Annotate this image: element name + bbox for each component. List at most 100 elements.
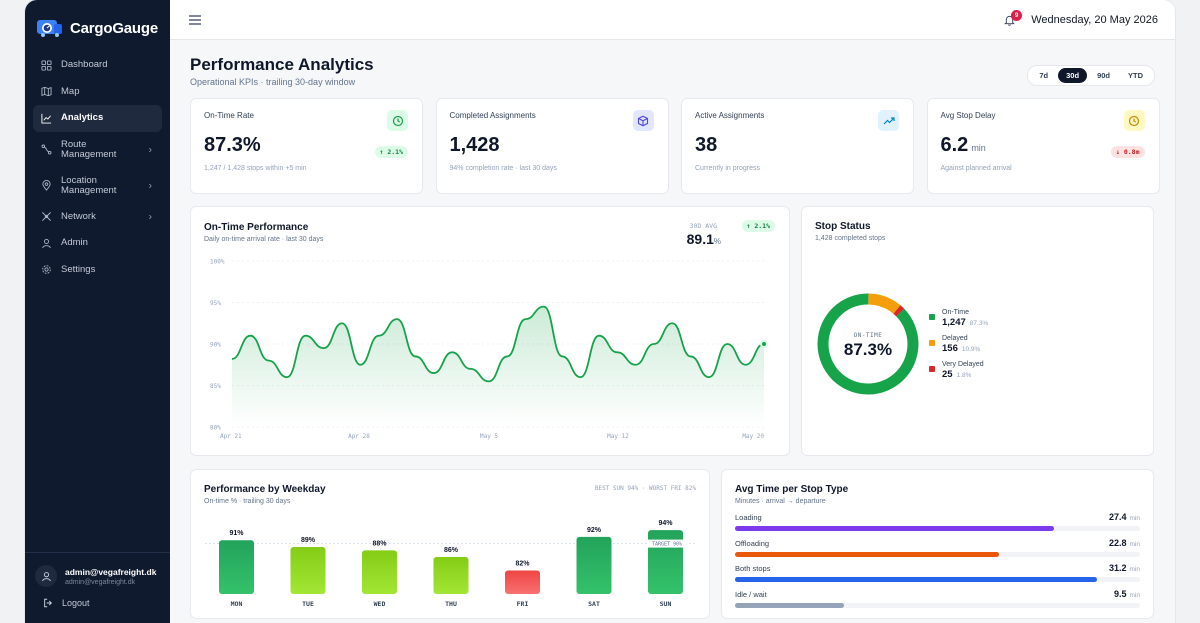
kpi-card-active-assignments: Active Assignments 38 Currently in progres… bbox=[681, 98, 914, 194]
legend-count: 156 bbox=[942, 343, 958, 354]
stop-type-bar[interactable] bbox=[735, 551, 1000, 557]
box-icon bbox=[632, 110, 654, 131]
bar-mon[interactable] bbox=[219, 540, 254, 594]
bar-value-label: 91% bbox=[229, 530, 244, 537]
ontime-performance-card: On-Time Performance Daily on-time arriva… bbox=[190, 206, 790, 456]
chart-icon bbox=[41, 113, 52, 124]
notification-badge: 9 bbox=[1011, 10, 1022, 21]
legend-item[interactable]: On-Time 1,247 87.3% bbox=[929, 309, 988, 335]
legend-count: 1,247 bbox=[942, 317, 966, 328]
range-option-90d[interactable]: 90d bbox=[1097, 71, 1110, 80]
bar-value-label: 89% bbox=[301, 537, 316, 544]
stop-type-bar[interactable] bbox=[735, 602, 844, 608]
stop-type-bar[interactable] bbox=[735, 577, 1097, 582]
weekday-subtitle: On-time % · trailing 30 days bbox=[204, 498, 291, 505]
legend-swatch bbox=[929, 366, 935, 372]
sidebar-item-label: Admin bbox=[61, 237, 88, 249]
legend-swatch bbox=[929, 340, 935, 346]
stop-type-value: 9.5 min bbox=[1114, 589, 1140, 599]
bar-value-label: 92% bbox=[587, 527, 602, 534]
sidebar-item-label: Analytics bbox=[61, 112, 104, 124]
clock-icon bbox=[1123, 110, 1145, 131]
avg-unit: % bbox=[713, 237, 721, 246]
legend-item[interactable]: Delayed 156 10.9% bbox=[929, 335, 988, 361]
x-tick-label: May 12 bbox=[607, 433, 629, 440]
bar-value-label: 88% bbox=[372, 540, 387, 547]
bar-fri[interactable] bbox=[505, 570, 540, 594]
range-option-7d[interactable]: 7d bbox=[1039, 71, 1049, 80]
kpi-note: Currently in progress bbox=[695, 165, 760, 172]
stop-type-number: 27.4 bbox=[1108, 512, 1127, 522]
legend-percent: 1.8% bbox=[956, 372, 972, 379]
bar-thu[interactable] bbox=[433, 557, 469, 594]
ontime-subtitle: Daily on-time arrival rate · last 30 day… bbox=[204, 236, 324, 243]
user-profile[interactable]: admin@vegafreight.dk admin@vegafreight.d… bbox=[25, 552, 170, 587]
ontime-delta-badge: ↑ 2.1% bbox=[741, 220, 775, 232]
y-tick-label: 90% bbox=[210, 342, 221, 349]
stop-type-bar[interactable] bbox=[735, 526, 1054, 531]
bar-value-label: 86% bbox=[444, 547, 459, 554]
stop-type-unit: min bbox=[1129, 540, 1140, 548]
range-option-30d[interactable]: 30d bbox=[1058, 68, 1088, 83]
bar-sat[interactable] bbox=[576, 536, 612, 594]
stop-type-unit: min bbox=[1129, 591, 1140, 599]
kpi-label: Completed Assignments bbox=[449, 111, 536, 120]
chevron-right-icon: › bbox=[148, 144, 152, 155]
user-icon bbox=[41, 238, 52, 249]
bar-category-label: TUE bbox=[302, 600, 314, 608]
kpi-delta-badge: ↑ 2.1% bbox=[374, 146, 408, 158]
bar-category-label: THU bbox=[445, 600, 457, 608]
legend-label: Delayed bbox=[942, 335, 968, 342]
sidebar-item-route[interactable]: Route Management › bbox=[33, 132, 162, 168]
stop-type-value: 31.2 min bbox=[1109, 563, 1140, 573]
avg-value: 89.1% bbox=[687, 231, 721, 247]
bar-value-label: 94% bbox=[658, 520, 673, 527]
sidebar-item-label: Dashboard bbox=[61, 59, 108, 71]
sidebar-item-label: Settings bbox=[61, 263, 96, 275]
topbar: 9 Wednesday, 20 May 2026 bbox=[170, 0, 1175, 40]
legend-item[interactable]: Very Delayed 25 1.8% bbox=[929, 361, 988, 387]
sidebar-item-location[interactable]: Location Management › bbox=[33, 168, 162, 204]
stop-type-label: Offloading bbox=[735, 538, 770, 548]
stop-type-card: Avg Time per Stop Type Minutes · arrival… bbox=[721, 469, 1154, 619]
kpi-value-number: 1,428 bbox=[449, 134, 500, 156]
donut-slice-on-time[interactable] bbox=[816, 292, 920, 396]
bar-tue[interactable] bbox=[290, 546, 326, 594]
bar-category-label: MON bbox=[231, 600, 243, 608]
legend-label: Very Delayed bbox=[942, 361, 984, 368]
chevron-right-icon: › bbox=[148, 211, 152, 223]
sidebar-item-label: Location Management bbox=[61, 174, 117, 196]
grid-icon bbox=[41, 60, 52, 71]
y-tick-label: 80% bbox=[210, 425, 221, 432]
sidebar-item-network[interactable]: Network › bbox=[33, 204, 162, 231]
stop-type-unit: min bbox=[1129, 566, 1140, 573]
sidebar-item-map[interactable]: Map bbox=[33, 79, 162, 106]
stop-type-label: Idle / wait bbox=[735, 589, 767, 599]
sidebar-nav: Dashboard Map Analytics Route Management › Lo… bbox=[25, 52, 170, 283]
menu-icon[interactable] bbox=[189, 15, 201, 25]
stop-type-track bbox=[735, 526, 1140, 531]
bar-wed[interactable] bbox=[362, 550, 397, 594]
kpi-value-number: 6.2 bbox=[940, 134, 969, 156]
sidebar-item-admin[interactable]: Admin bbox=[33, 230, 162, 257]
data-point[interactable] bbox=[760, 340, 768, 348]
area-fill bbox=[232, 306, 764, 427]
kpi-value: 1,428 bbox=[450, 134, 500, 157]
stop-type-number: 31.2 bbox=[1108, 563, 1127, 573]
range-option-ytd[interactable]: YTD bbox=[1128, 71, 1143, 80]
stop-status-legend: On-Time 1,247 87.3% Delayed 156 10.9% Very Del… bbox=[929, 309, 988, 387]
current-date: Wednesday, 20 May 2026 bbox=[1031, 14, 1158, 26]
kpi-note: 1,247 / 1,428 stops within +5 min bbox=[204, 165, 307, 172]
stop-status-donut-chart bbox=[816, 292, 920, 396]
logout-button[interactable]: Logout bbox=[43, 598, 90, 608]
sidebar-item-settings[interactable]: Settings bbox=[33, 257, 162, 284]
target-label-bg bbox=[647, 539, 687, 548]
sidebar-item-analytics[interactable]: Analytics bbox=[33, 105, 162, 132]
kpi-label: Active Assignments bbox=[695, 111, 765, 120]
sidebar-item-dashboard[interactable]: Dashboard bbox=[33, 52, 162, 79]
bar-category-label: WED bbox=[374, 600, 386, 608]
brand[interactable]: CargoGauge bbox=[25, 0, 170, 44]
kpi-label: Avg Stop Delay bbox=[940, 111, 996, 120]
kpi-unit: min bbox=[971, 143, 986, 153]
network-icon bbox=[41, 211, 52, 222]
